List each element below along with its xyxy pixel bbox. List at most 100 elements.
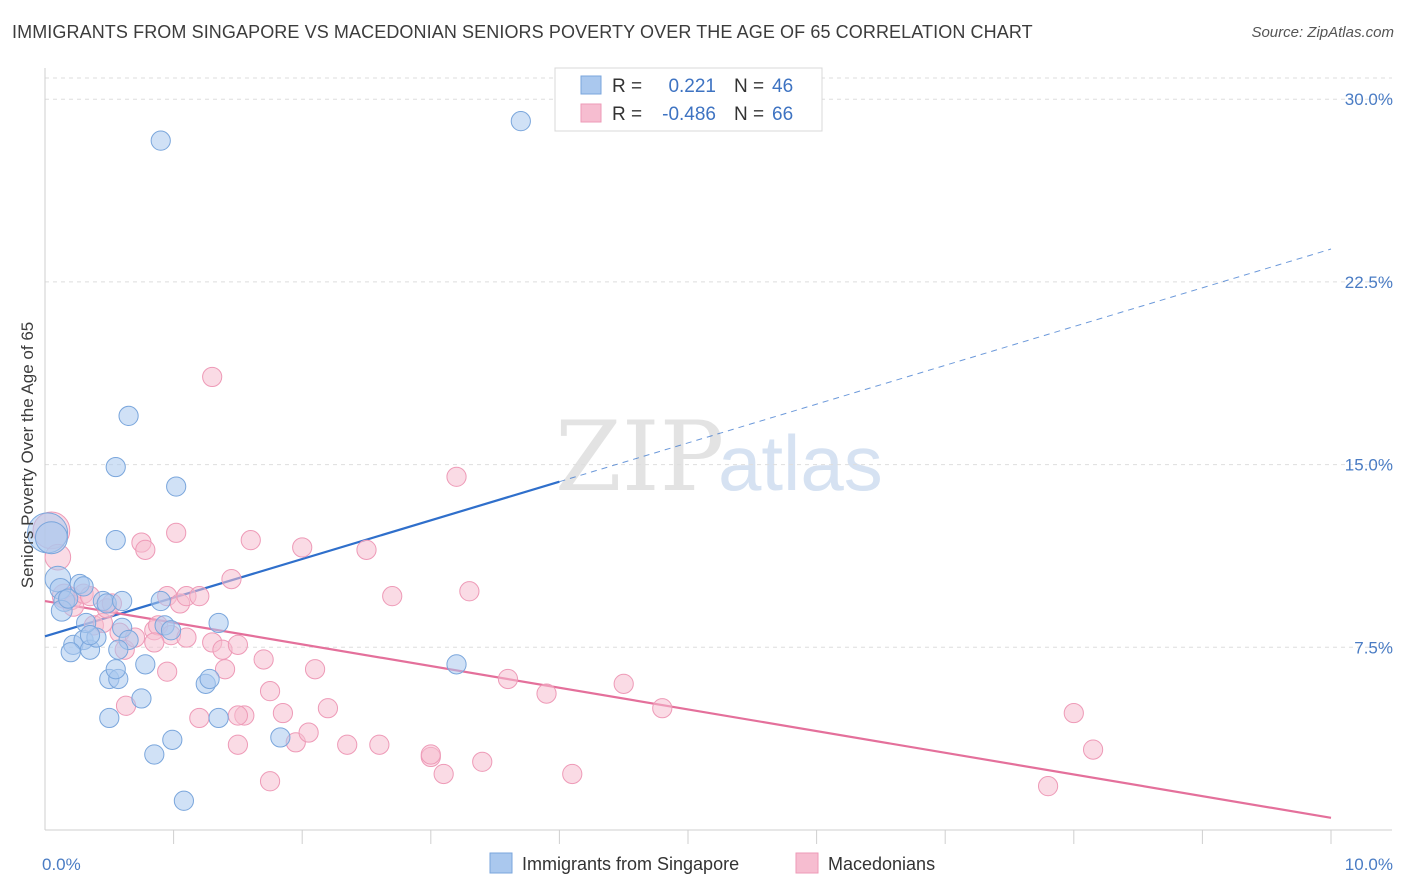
point-blue-1 (34, 521, 68, 555)
point-blue-15 (112, 590, 133, 612)
legend-n-label-pink: N = (734, 104, 764, 125)
point-blue-24 (105, 659, 126, 680)
point-blue-28 (160, 620, 182, 641)
point-pink-52 (613, 673, 634, 694)
series-legend-label-blue: Immigrants from Singapore (522, 854, 739, 874)
y-axis-label: Seniors Poverty Over the Age of 65 (18, 322, 37, 588)
point-pink-15 (135, 539, 156, 560)
legend-n-value-pink: 66 (772, 104, 793, 125)
legend-r-value-pink: -0.486 (662, 104, 716, 125)
point-blue-45 (73, 576, 94, 597)
x-tick-label-0: 0.0% (42, 855, 81, 874)
point-blue-32 (144, 744, 165, 765)
trend-lines (44, 248, 1332, 819)
point-blue-29 (150, 590, 171, 612)
point-pink-46 (446, 466, 467, 487)
point-pink-55 (157, 661, 178, 682)
legend-swatch-blue (580, 75, 602, 95)
point-pink-32 (253, 649, 274, 670)
axes (44, 68, 1392, 844)
point-pink-29 (202, 366, 223, 388)
correlation-legend: R = 0.221 N = 46 R = -0.486 N = 66 (554, 67, 823, 132)
point-blue-34 (173, 790, 194, 811)
watermark-zip: ZIP (555, 401, 724, 513)
point-blue-39 (270, 727, 291, 748)
point-blue-43 (79, 625, 101, 646)
trend-line-extension-blue (559, 248, 1332, 483)
watermark: ZIP atlas (555, 401, 883, 513)
point-pink-30 (227, 634, 248, 655)
point-pink-47 (459, 581, 480, 602)
point-pink-42 (369, 734, 390, 755)
chart-title: IMMIGRANTS FROM SINGAPORE VS MACEDONIAN … (12, 22, 1033, 42)
point-pink-48 (472, 751, 493, 772)
point-blue-18 (108, 639, 129, 660)
point-pink-63 (1082, 739, 1104, 760)
point-pink-37 (298, 722, 319, 743)
point-pink-33 (259, 771, 281, 792)
point-pink-64 (1037, 776, 1059, 797)
point-pink-59 (227, 734, 248, 755)
trend-line-blue (44, 480, 560, 638)
point-pink-35 (272, 702, 294, 724)
point-pink-65 (144, 632, 165, 653)
y-tick-label-0: 7.5% (1354, 638, 1393, 657)
point-pink-28 (221, 569, 242, 590)
point-pink-60 (337, 734, 358, 755)
legend-swatch-pink (580, 103, 602, 123)
tick-labels: 7.5% 15.0% 22.5% 30.0% 0.0% 10.0% (42, 90, 1393, 874)
point-pink-56 (189, 707, 210, 729)
point-blue-19 (105, 530, 126, 551)
point-pink-43 (382, 586, 403, 607)
point-pink-49 (497, 668, 519, 690)
point-pink-41 (356, 539, 377, 560)
point-pink-21 (166, 522, 187, 543)
point-blue-26 (135, 654, 156, 675)
point-pink-61 (420, 744, 441, 765)
series-legend-swatch-blue (489, 852, 513, 874)
point-pink-31 (240, 530, 261, 551)
x-tick-label-1: 10.0% (1345, 855, 1393, 874)
point-blue-33 (162, 729, 183, 750)
point-pink-27 (214, 659, 236, 680)
y-tick-label-3: 30.0% (1345, 90, 1393, 109)
data-points (27, 111, 1104, 811)
point-pink-50 (536, 683, 557, 704)
series-legend-swatch-pink (795, 852, 819, 874)
series-legend-label-pink: Macedonians (828, 854, 935, 874)
point-pink-39 (304, 659, 326, 680)
point-pink-40 (317, 698, 339, 719)
legend-n-label-blue: N = (734, 76, 764, 97)
point-blue-6 (58, 588, 79, 609)
y-tick-label-2: 22.5% (1345, 273, 1393, 292)
point-pink-53 (652, 698, 673, 719)
point-pink-34 (259, 681, 281, 702)
point-pink-51 (562, 763, 583, 785)
point-blue-21 (105, 456, 126, 478)
legend-r-label-pink: R = (612, 104, 642, 125)
point-blue-40 (446, 654, 467, 675)
point-blue-41 (150, 130, 171, 151)
source-label: Source: ZipAtlas.com (1251, 24, 1394, 41)
point-blue-25 (131, 688, 152, 709)
legend-r-label-blue: R = (612, 76, 642, 97)
point-blue-31 (99, 707, 120, 729)
point-blue-20 (118, 405, 139, 426)
point-pink-58 (227, 705, 248, 726)
legend-r-value-blue: 0.221 (668, 76, 716, 97)
legend-n-value-blue: 46 (772, 76, 793, 97)
point-blue-30 (166, 476, 187, 497)
point-blue-37 (208, 707, 229, 729)
grid-lines (45, 77, 1392, 648)
point-pink-38 (292, 537, 313, 558)
point-pink-62 (1063, 702, 1084, 724)
point-blue-36 (199, 668, 220, 690)
y-tick-label-1: 15.0% (1345, 456, 1393, 475)
watermark-atlas: atlas (718, 419, 883, 507)
series-legend: Immigrants from Singapore Macedonians (489, 852, 935, 874)
trend-line-pink (44, 599, 1332, 819)
point-blue-42 (510, 111, 531, 132)
point-blue-38 (208, 612, 229, 634)
point-pink-23 (189, 586, 210, 607)
